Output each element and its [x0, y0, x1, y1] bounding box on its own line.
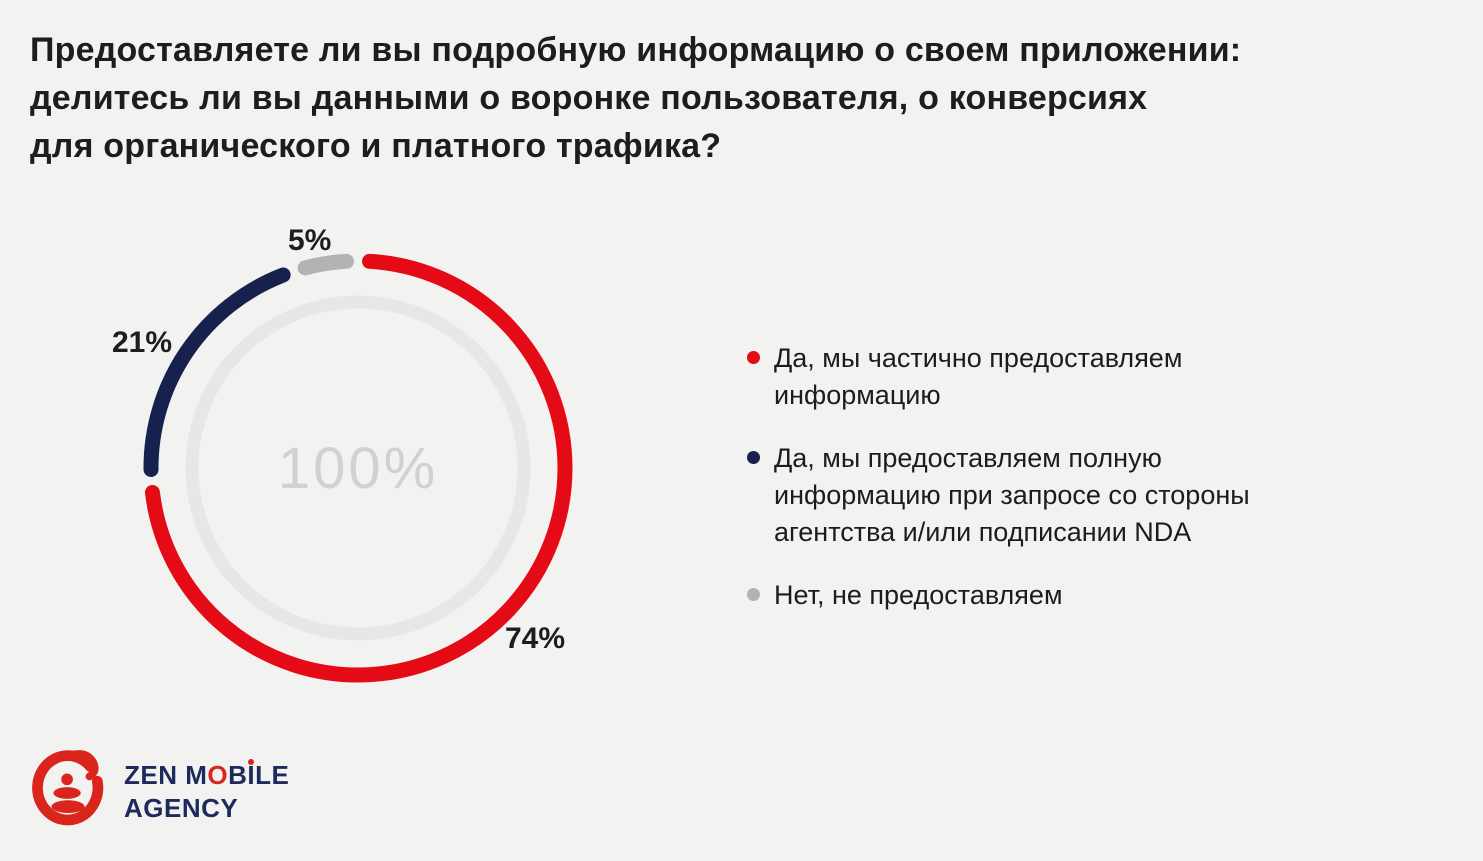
logo-text-le: LE — [255, 760, 290, 790]
zen-mobile-agency-logo: ZEN MOBILE AGENCY — [31, 748, 289, 836]
logo-red-o: O — [207, 760, 229, 790]
logo-line1: ZEN MOBILE — [124, 759, 289, 792]
logo-text-b: B — [228, 760, 248, 790]
callout-label-gray-5: 5% — [288, 224, 332, 257]
legend-label-partial-info: Да, мы частично предоставляем информацию — [774, 343, 1183, 410]
legend-item-full-info-nda: Да, мы предоставляем полную информацию п… — [747, 440, 1250, 551]
donut-svg — [143, 253, 573, 683]
legend: Да, мы частично предоставляем информацию… — [747, 340, 1250, 614]
donut-chart: 100% — [138, 248, 578, 688]
donut-center-label: 100% — [277, 435, 439, 501]
logo-text-zen-m: ZEN M — [124, 760, 208, 790]
legend-dot-navy — [747, 451, 760, 464]
callout-label-red-74: 74% — [505, 622, 566, 655]
legend-label-full-info-nda: Да, мы предоставляем полную информацию п… — [774, 443, 1250, 547]
logo-wordmark: ZEN MOBILE AGENCY — [124, 759, 289, 825]
legend-dot-gray — [747, 588, 760, 601]
donut-arcs — [143, 253, 573, 683]
logo-dotted-i: I — [247, 760, 256, 790]
legend-label-no-info: Нет, не предоставляем — [774, 580, 1063, 610]
legend-dot-red — [747, 351, 760, 364]
zen-enso-icon — [32, 750, 104, 826]
survey-question-title: Предоставляете ли вы подробную информаци… — [30, 31, 1242, 165]
donut-inner-ring — [185, 295, 531, 641]
legend-item-partial-info: Да, мы частично предоставляем информацию — [747, 340, 1250, 414]
legend-item-no-info: Нет, не предоставляем — [747, 577, 1250, 614]
logo-line2: AGENCY — [124, 793, 239, 823]
callout-label-navy-21: 21% — [112, 326, 173, 359]
